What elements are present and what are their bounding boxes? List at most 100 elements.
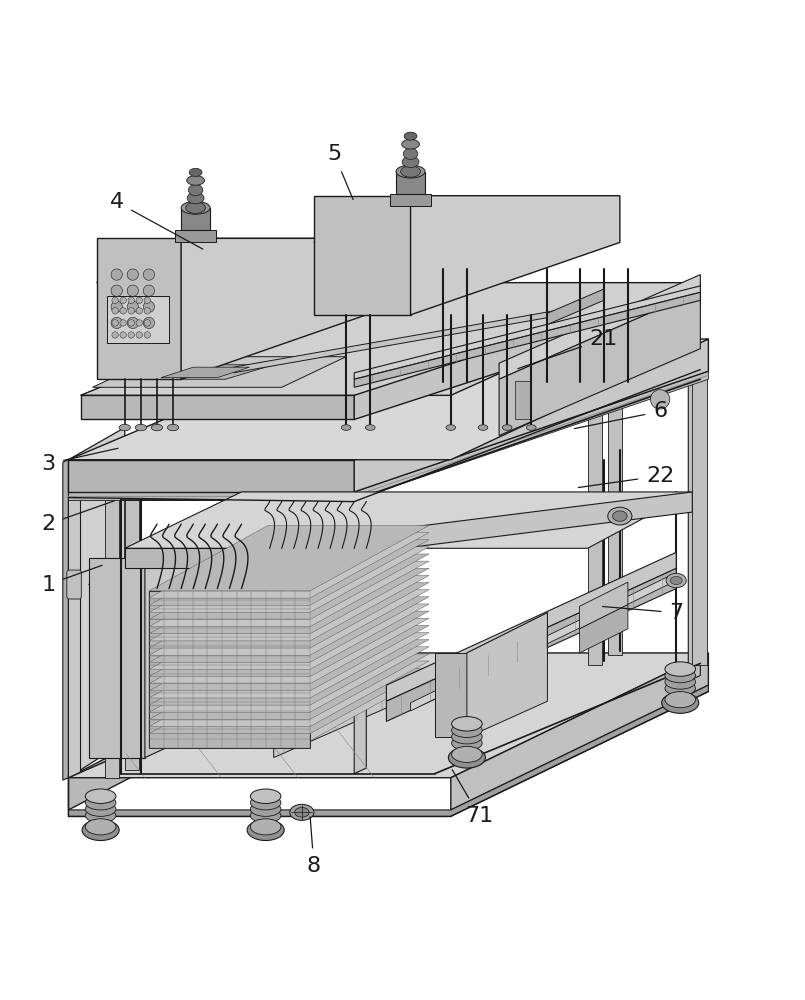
Polygon shape xyxy=(145,558,242,758)
Circle shape xyxy=(120,308,126,314)
Polygon shape xyxy=(588,379,602,665)
Ellipse shape xyxy=(402,156,419,168)
Ellipse shape xyxy=(608,507,632,525)
Polygon shape xyxy=(149,561,429,627)
Polygon shape xyxy=(354,339,708,492)
Ellipse shape xyxy=(452,746,482,762)
Circle shape xyxy=(144,320,151,326)
Polygon shape xyxy=(467,613,547,697)
Ellipse shape xyxy=(452,717,482,731)
Circle shape xyxy=(128,320,134,326)
Polygon shape xyxy=(386,552,676,701)
Ellipse shape xyxy=(665,681,696,696)
Circle shape xyxy=(111,285,122,296)
Polygon shape xyxy=(149,591,310,748)
Polygon shape xyxy=(149,611,429,677)
Ellipse shape xyxy=(250,795,281,810)
Ellipse shape xyxy=(85,802,116,816)
Ellipse shape xyxy=(446,425,456,430)
Polygon shape xyxy=(515,381,531,420)
Circle shape xyxy=(128,297,134,304)
Polygon shape xyxy=(149,668,429,734)
Text: 7: 7 xyxy=(602,603,683,623)
Polygon shape xyxy=(68,339,708,460)
Polygon shape xyxy=(354,496,366,774)
Polygon shape xyxy=(125,548,242,568)
Polygon shape xyxy=(68,460,354,492)
Circle shape xyxy=(143,269,155,280)
Text: 8: 8 xyxy=(307,817,321,876)
Circle shape xyxy=(112,332,118,338)
Polygon shape xyxy=(274,598,612,758)
Polygon shape xyxy=(354,292,700,387)
Polygon shape xyxy=(149,654,429,719)
Polygon shape xyxy=(80,283,700,395)
Circle shape xyxy=(136,332,142,338)
Polygon shape xyxy=(161,367,250,378)
Ellipse shape xyxy=(365,425,375,430)
Ellipse shape xyxy=(151,424,163,431)
Ellipse shape xyxy=(186,202,205,213)
Circle shape xyxy=(111,301,122,312)
Polygon shape xyxy=(354,371,708,500)
Circle shape xyxy=(112,297,118,304)
Polygon shape xyxy=(233,309,564,373)
Polygon shape xyxy=(149,540,429,605)
Text: 4: 4 xyxy=(109,192,203,249)
FancyBboxPatch shape xyxy=(67,570,81,599)
Polygon shape xyxy=(89,558,145,758)
Polygon shape xyxy=(68,685,708,816)
Ellipse shape xyxy=(250,819,281,835)
Polygon shape xyxy=(354,283,700,420)
Polygon shape xyxy=(149,675,429,741)
Ellipse shape xyxy=(250,789,281,803)
Polygon shape xyxy=(580,605,628,653)
Polygon shape xyxy=(149,590,429,655)
Polygon shape xyxy=(149,625,429,691)
Ellipse shape xyxy=(181,201,210,214)
Polygon shape xyxy=(242,492,692,568)
Polygon shape xyxy=(435,653,467,737)
Polygon shape xyxy=(89,558,242,585)
Ellipse shape xyxy=(448,747,485,768)
Circle shape xyxy=(120,332,126,338)
Circle shape xyxy=(136,320,142,326)
Polygon shape xyxy=(411,576,668,711)
Ellipse shape xyxy=(135,424,147,431)
Ellipse shape xyxy=(670,576,682,585)
Polygon shape xyxy=(149,554,429,620)
Circle shape xyxy=(143,301,155,312)
Circle shape xyxy=(144,297,151,304)
Circle shape xyxy=(136,297,142,304)
Ellipse shape xyxy=(452,723,482,737)
Ellipse shape xyxy=(452,736,482,750)
Polygon shape xyxy=(125,492,692,548)
Polygon shape xyxy=(80,395,354,420)
Ellipse shape xyxy=(665,668,696,683)
Polygon shape xyxy=(68,629,354,810)
Circle shape xyxy=(128,332,134,338)
Circle shape xyxy=(143,317,155,329)
Ellipse shape xyxy=(119,424,130,431)
Polygon shape xyxy=(354,286,700,379)
Ellipse shape xyxy=(403,148,418,159)
Ellipse shape xyxy=(404,132,417,140)
Circle shape xyxy=(111,269,122,280)
Polygon shape xyxy=(97,238,366,283)
Ellipse shape xyxy=(187,192,204,204)
Polygon shape xyxy=(149,597,429,662)
Circle shape xyxy=(120,320,126,326)
Text: 6: 6 xyxy=(574,401,667,429)
Ellipse shape xyxy=(665,692,696,708)
Ellipse shape xyxy=(402,139,419,149)
Polygon shape xyxy=(105,492,119,778)
Polygon shape xyxy=(149,525,429,591)
Circle shape xyxy=(144,308,151,314)
Polygon shape xyxy=(68,492,81,778)
Polygon shape xyxy=(93,357,346,387)
Polygon shape xyxy=(149,547,429,612)
Polygon shape xyxy=(499,291,700,436)
Text: 1: 1 xyxy=(41,565,102,595)
Polygon shape xyxy=(149,661,429,727)
Polygon shape xyxy=(181,208,210,230)
